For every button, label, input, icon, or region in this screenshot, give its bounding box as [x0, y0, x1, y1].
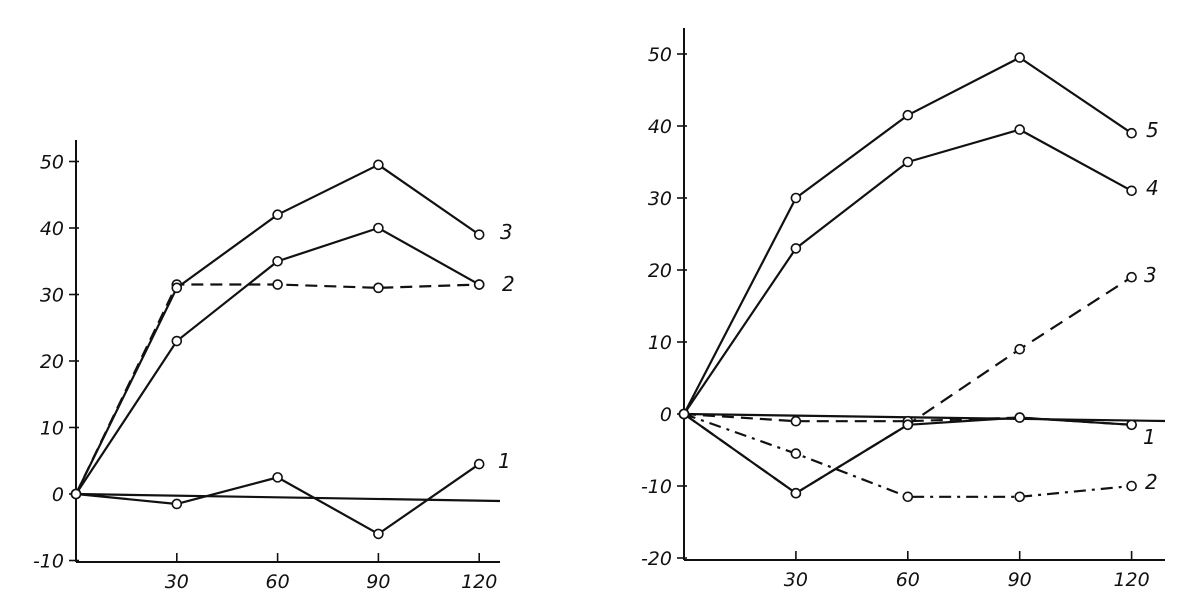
y-tick-label: -20 — [641, 548, 672, 570]
data-point — [171, 282, 183, 294]
data-point — [272, 279, 283, 290]
data-point — [790, 243, 802, 254]
data-point — [1014, 52, 1026, 63]
data-point — [902, 156, 914, 168]
x-tick-label: 60 — [896, 569, 920, 591]
data-point — [902, 491, 914, 503]
series-3: 3 — [70, 159, 513, 500]
y-tick-label: -10 — [641, 476, 672, 498]
y-tick-label: 50 — [648, 44, 672, 66]
series-2: 2 — [678, 408, 1158, 503]
data-point — [272, 472, 283, 483]
y-tick-label: 20 — [40, 351, 64, 373]
data-point — [1126, 271, 1137, 283]
y-tick-label: 20 — [648, 260, 672, 282]
series-label: 3 — [500, 220, 513, 244]
data-point — [902, 109, 914, 121]
y-tick-label: 10 — [40, 418, 64, 440]
data-point — [1014, 491, 1026, 503]
data-point — [473, 279, 485, 290]
y-tick-label: 40 — [648, 116, 672, 138]
data-point — [1014, 412, 1026, 423]
data-point — [171, 498, 183, 510]
data-point — [473, 229, 485, 240]
series-unlabeled-5 — [678, 408, 1137, 499]
data-point — [473, 458, 485, 470]
data-point — [171, 335, 183, 347]
x-tick-label: 90 — [366, 571, 390, 593]
zero-line — [683, 412, 1166, 423]
data-point — [790, 192, 802, 204]
data-point — [1126, 419, 1137, 431]
series-line — [683, 128, 1133, 415]
data-point — [902, 419, 914, 431]
x-tick-label: 120 — [461, 571, 497, 593]
series-label: 2 — [502, 272, 515, 296]
series-line — [75, 226, 480, 495]
y-tick-label: 40 — [40, 218, 64, 240]
series-label: 2 — [1145, 470, 1158, 494]
y-tick-label: 50 — [40, 152, 64, 174]
y-tick-label: 0 — [660, 404, 672, 426]
data-point — [790, 448, 802, 459]
chart-2: -20 -10 0 10 20 30 40 50 30 60 90 120 1 2 3 4 5 — [641, 28, 1166, 591]
y-tick-label: -10 — [33, 551, 64, 573]
data-point — [70, 488, 82, 500]
data-point — [373, 222, 384, 234]
x-tick-label: 90 — [1008, 569, 1032, 591]
x-tick-label: 120 — [1113, 569, 1149, 591]
data-point — [790, 415, 802, 427]
data-point — [1014, 124, 1026, 135]
series-line — [683, 412, 1132, 498]
series-label: 1 — [498, 449, 511, 473]
y-tick-label: 30 — [40, 285, 64, 307]
y-tick-label: 10 — [648, 332, 672, 354]
chart-1: -10 0 10 20 30 40 50 30 60 90 120 1 2 3 — [33, 140, 515, 593]
series-label: 3 — [1144, 263, 1157, 287]
x-tick-label: 60 — [266, 571, 290, 593]
data-point — [373, 159, 384, 171]
series-unlabeled-3 — [70, 222, 485, 500]
data-point — [678, 408, 690, 420]
series-5: 5 — [678, 52, 1159, 420]
series-label: 4 — [1146, 176, 1159, 200]
data-point — [373, 282, 384, 294]
series-1: 1 — [70, 449, 511, 540]
data-point — [1126, 185, 1137, 197]
x-tick-label: 30 — [165, 571, 189, 593]
data-point — [1014, 343, 1026, 355]
data-point — [373, 528, 384, 540]
series-4: 4 — [678, 124, 1159, 420]
series-label: 5 — [1146, 118, 1159, 142]
y-tick-label: 0 — [52, 484, 64, 506]
data-point — [272, 209, 283, 220]
data-point — [1126, 127, 1137, 139]
x-tick-label: 30 — [784, 569, 808, 591]
data-point — [1126, 480, 1137, 492]
data-point — [790, 487, 802, 499]
series-2: 2 — [70, 272, 515, 500]
y-tick-label: 30 — [648, 188, 672, 210]
series-label: 1 — [1143, 425, 1156, 449]
series-line — [75, 283, 480, 495]
data-point — [272, 255, 283, 267]
